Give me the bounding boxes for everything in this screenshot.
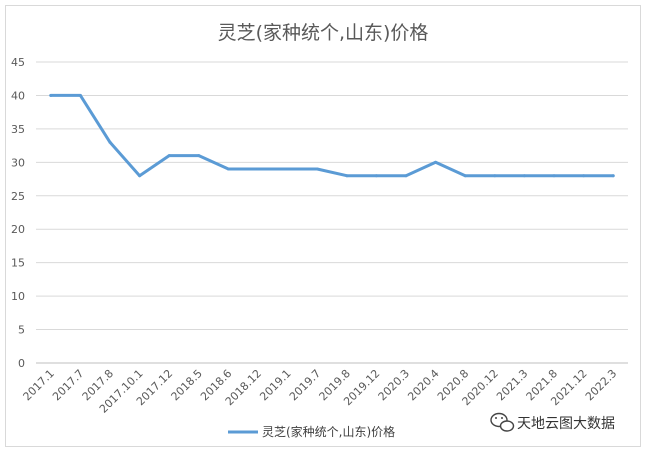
x-tick-label: 2019.7 xyxy=(287,367,323,403)
data-point xyxy=(167,154,171,158)
legend-label: 灵芝(家种统个,山东)价格 xyxy=(262,424,395,439)
x-tick-label: 2018.5 xyxy=(169,367,205,403)
data-point xyxy=(404,174,408,178)
x-axis-ticks: 2017.12017.72017.82017.10.12017.122018.5… xyxy=(21,367,620,416)
data-point xyxy=(345,174,349,178)
x-tick-label: 2022.3 xyxy=(583,367,619,403)
y-tick-label: 20 xyxy=(11,223,25,236)
data-point xyxy=(197,154,201,158)
y-tick-label: 40 xyxy=(11,89,25,102)
data-point xyxy=(463,174,467,178)
y-tick-label: 15 xyxy=(11,257,25,270)
watermark: 天地云图大数据 xyxy=(490,412,615,432)
data-point xyxy=(78,93,82,97)
data-point xyxy=(552,174,556,178)
chart-frame xyxy=(5,5,641,447)
series-line xyxy=(49,93,615,178)
chart-title: 灵芝(家种统个,山东)价格 xyxy=(218,22,429,44)
x-tick-label: 2020.3 xyxy=(376,367,412,403)
legend: 灵芝(家种统个,山东)价格 xyxy=(228,424,395,439)
data-point xyxy=(226,167,230,171)
x-tick-label: 2017.1 xyxy=(21,367,57,403)
data-point xyxy=(522,174,526,178)
wechat-icon xyxy=(490,412,515,432)
y-tick-label: 0 xyxy=(18,357,25,370)
x-tick-label: 2020.4 xyxy=(405,367,441,403)
watermark-text: 天地云图大数据 xyxy=(517,416,615,432)
x-tick-label: 2019.1 xyxy=(257,367,293,403)
x-tick-label: 2017.7 xyxy=(50,367,86,403)
data-point xyxy=(582,174,586,178)
x-tick-label: 2021.3 xyxy=(494,367,530,403)
data-point xyxy=(434,160,438,164)
grid xyxy=(36,61,628,364)
data-point xyxy=(138,174,142,178)
y-tick-label: 10 xyxy=(11,290,25,303)
y-tick-label: 35 xyxy=(11,123,25,136)
y-axis-ticks: 0 5 10 15 20 25 30 35 40 45 xyxy=(11,56,25,370)
data-point xyxy=(108,140,112,144)
data-point xyxy=(256,167,260,171)
data-point xyxy=(374,174,378,178)
y-tick-label: 30 xyxy=(11,156,25,169)
y-tick-label: 45 xyxy=(11,56,25,69)
data-point xyxy=(286,167,290,171)
y-tick-label: 5 xyxy=(18,324,25,337)
data-point xyxy=(49,93,53,97)
data-point xyxy=(315,167,319,171)
data-point xyxy=(493,174,497,178)
series-points xyxy=(49,93,615,178)
y-tick-label: 25 xyxy=(11,190,25,203)
data-point xyxy=(611,174,615,178)
